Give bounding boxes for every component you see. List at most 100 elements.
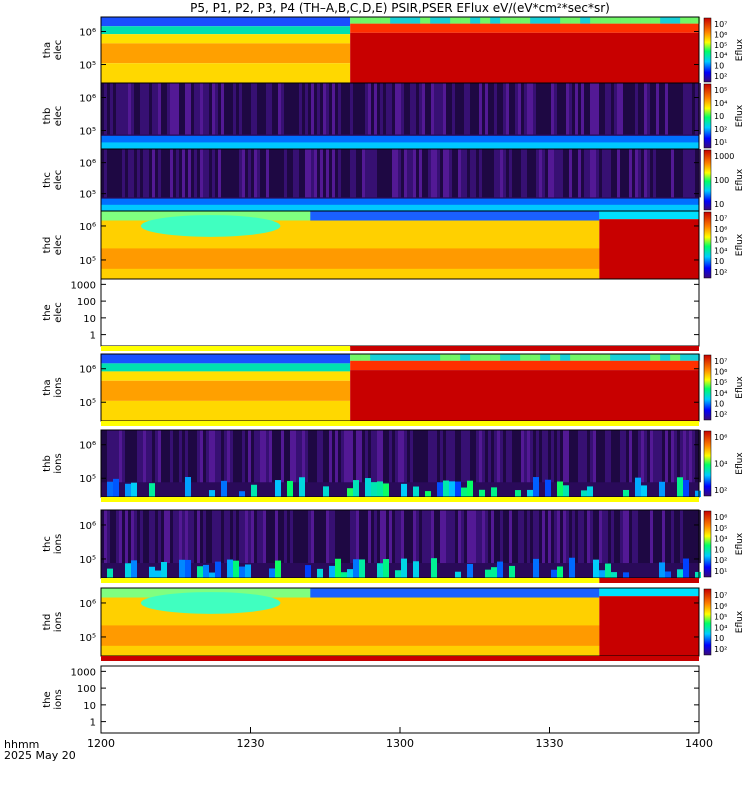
spectrogram-cell — [570, 354, 580, 361]
spectrogram-cell — [587, 430, 590, 482]
spectrogram-cell — [350, 17, 360, 24]
spectrogram-cell — [302, 430, 305, 482]
spectrogram-cell — [662, 83, 665, 134]
spectrogram-cell — [116, 149, 119, 197]
spectrogram-cell — [617, 149, 620, 197]
spectrogram-cell — [626, 430, 629, 482]
spectrogram-cell — [365, 510, 368, 563]
spectrogram-cell — [365, 478, 371, 497]
spectrogram-cell — [515, 83, 518, 134]
spectrogram-cell — [533, 510, 536, 563]
spectrogram-cell — [641, 83, 644, 134]
spectrogram-cell — [520, 354, 530, 361]
spectrogram-cell — [389, 83, 392, 134]
spectrogram-cell — [575, 83, 578, 134]
spectrogram-cell — [614, 83, 617, 134]
spectrogram-cell — [653, 149, 656, 197]
spectrogram-cell — [647, 430, 650, 482]
spectrogram-cell — [185, 510, 188, 563]
spectrogram-cell — [149, 83, 152, 134]
y-tick-label: 1 — [90, 331, 96, 342]
spectrogram-cell — [440, 83, 443, 134]
colorbar — [704, 212, 711, 278]
spectrogram-cell — [695, 572, 701, 578]
spectrogram-cell — [329, 149, 332, 197]
colorbar-tick-label: 10⁴ — [714, 460, 727, 469]
spectrogram-cell — [173, 149, 176, 197]
spectrogram-cell — [278, 510, 281, 563]
spectrogram-cell — [368, 83, 371, 134]
spectrogram-cell — [257, 430, 260, 482]
spectrogram-cell — [314, 83, 317, 134]
spectrogram-cell — [545, 480, 551, 497]
panel-the-ions: the ions1000100101 — [42, 666, 699, 733]
spectrogram-cell — [266, 510, 269, 563]
spectrogram-cell — [197, 566, 203, 578]
spectrogram-cell — [284, 83, 287, 134]
spectrogram-cell — [464, 149, 467, 197]
spectrogram-cell — [101, 401, 350, 421]
panel-label-probe: thd — [42, 614, 53, 631]
spectrogram-cell — [278, 149, 281, 197]
spectrogram-cell — [581, 490, 587, 497]
spectrogram-cell — [281, 149, 284, 197]
spectrogram-cell — [605, 149, 608, 197]
spectrogram-cell — [338, 510, 341, 563]
spectrogram-cell — [146, 510, 149, 563]
spectrogram-cell — [575, 149, 578, 197]
spectrogram-cell — [101, 363, 350, 371]
spectrogram-cell — [599, 83, 602, 134]
spectrogram-cell — [446, 430, 449, 482]
spectrogram-cell — [557, 83, 560, 134]
spectrogram-cell — [323, 149, 326, 197]
spectrogram-cell — [641, 510, 644, 563]
spectrogram-cell — [197, 510, 200, 563]
spectrogram-cell — [374, 149, 377, 197]
spectrogram-cell — [416, 83, 419, 134]
spectrogram-cell — [425, 491, 431, 497]
colorbar-label: Eflux — [735, 452, 745, 475]
spectrogram-cell — [539, 510, 542, 563]
spectrogram-cell — [386, 510, 389, 563]
y-tick-label: 10⁶ — [79, 159, 96, 170]
spectrogram-cell — [125, 510, 128, 563]
spectrogram-cell — [510, 354, 520, 361]
spectrogram-cell — [626, 83, 629, 134]
spectrogram-cell — [497, 149, 500, 197]
spectrogram-cell — [617, 510, 620, 563]
spectrogram-cell — [404, 430, 407, 482]
spectrogram-cell — [311, 510, 314, 563]
panel-thc-ions: thc ions10⁶10⁵10⁶10⁵10⁴10⁳10²10¹Eflux — [42, 510, 745, 578]
spectrogram-cell — [158, 149, 161, 197]
spectrogram-cell — [236, 510, 239, 563]
spectrogram-cell — [617, 430, 620, 482]
spectrogram-cell — [437, 482, 443, 497]
panel-label-probe: thd — [42, 237, 53, 254]
spectrogram-cell — [320, 430, 323, 482]
colorbar-tick-label: 10⁵ — [714, 86, 727, 95]
spectrogram-cell — [428, 510, 431, 563]
spectrogram-cell — [221, 481, 227, 497]
spectrogram-cell — [308, 510, 311, 563]
spectrogram-cell — [632, 149, 635, 197]
spectrogram-cell — [640, 354, 650, 361]
spectrogram-cell — [530, 510, 533, 563]
spectrogram-cell — [287, 149, 290, 197]
spectrogram-cell — [101, 371, 350, 380]
spectrogram-cell — [296, 149, 299, 197]
colorbar-tick-label: 10² — [714, 125, 727, 134]
spectrogram-cell — [590, 510, 593, 563]
y-tick-label: 10⁵ — [79, 555, 96, 566]
spectrogram-cell — [419, 430, 422, 482]
spectrogram-cell — [413, 510, 416, 563]
spectrogram-cell — [101, 381, 350, 401]
spectrogram-cell — [563, 83, 566, 134]
panel-label-probe: thb — [42, 455, 53, 472]
colorbar-tick-label: 10⁶ — [714, 225, 727, 234]
spectrogram-cell — [383, 510, 386, 563]
colorbar-tick-label: 10⁶ — [714, 602, 727, 611]
panel-label-species: elec — [53, 170, 64, 191]
panel-label-species: ions — [53, 377, 64, 397]
spectrogram-cell — [455, 510, 458, 563]
spectrogram-cell — [437, 149, 440, 197]
